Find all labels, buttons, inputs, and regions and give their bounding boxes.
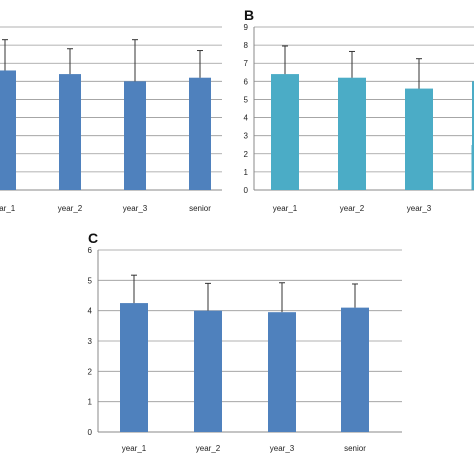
y-tick-label: 2 (244, 150, 249, 159)
bar-year_3 (405, 88, 433, 190)
y-tick-label: 1 (244, 168, 249, 177)
y-tick-label: 1 (88, 398, 93, 407)
x-tick-label: year_2 (340, 204, 365, 213)
y-tick-label: 4 (244, 114, 249, 123)
x-tick-label: year_1 (122, 444, 147, 453)
bar-year_3 (268, 312, 296, 432)
y-tick-label: 7 (244, 59, 249, 68)
x-tick-label: senior (189, 204, 211, 213)
x-tick-label: year_2 (196, 444, 221, 453)
x-tick-label: year_1 (273, 204, 298, 213)
bar-year_2 (194, 310, 222, 432)
bar-year_3 (124, 81, 146, 190)
y-tick-label: 3 (88, 337, 93, 346)
panel-a: ear_1 year_2 year_3 senior (0, 26, 222, 213)
y-tick-label: 6 (88, 246, 93, 255)
x-tick-label: year_3 (407, 204, 432, 213)
bar-year_2 (59, 74, 81, 190)
bar-year_1 (271, 74, 299, 190)
bar-year_1 (0, 70, 16, 190)
panel-label: C (88, 230, 98, 246)
panel-b: 0 1 2 3 4 5 6 7 8 9 year_1 year_2 year_3 B (244, 7, 474, 213)
y-tick-label: 8 (244, 41, 249, 50)
y-tick-label: 9 (244, 23, 249, 32)
bar-senior (189, 77, 211, 190)
x-tick-label: year_3 (270, 444, 295, 453)
y-tick-label: 5 (88, 276, 93, 285)
bar-year_2 (338, 77, 366, 190)
bar-year_1 (120, 303, 148, 432)
y-tick-label: 0 (244, 186, 249, 195)
y-tick-label: 2 (88, 367, 93, 376)
y-tick-label: 6 (244, 77, 249, 86)
bar-senior (341, 307, 369, 432)
y-tick-label: 3 (244, 132, 249, 141)
y-tick-label: 0 (88, 428, 93, 437)
bar-senior (472, 81, 474, 190)
panel-label: B (244, 7, 254, 23)
y-tick-label: 5 (244, 95, 249, 104)
x-tick-label: year_3 (123, 204, 148, 213)
y-tick-label: 4 (88, 307, 93, 316)
panel-c: 0 1 2 3 4 5 6 year_1 year_2 year_3 senior C (88, 230, 402, 453)
x-tick-label: senior (344, 444, 366, 453)
x-tick-label: year_2 (58, 204, 83, 213)
x-tick-label: ear_1 (0, 204, 16, 213)
